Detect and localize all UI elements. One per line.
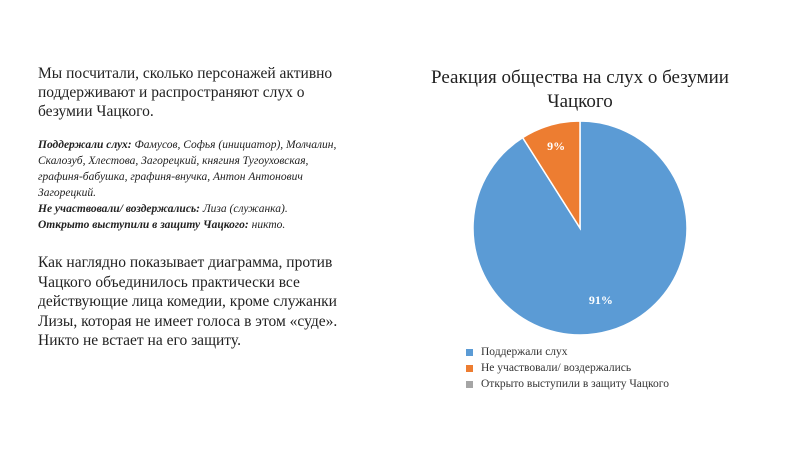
detail-supported-text: Фамусов, Софья (инициатор), Молчалин, Ск…: [38, 139, 337, 199]
pie-chart: Реакция общества на слух о безумии Чацко…: [400, 60, 760, 400]
intro-text: Мы посчитали, сколько персонажей активно…: [38, 65, 333, 120]
pie-chart-svg: 91% 9%: [472, 120, 688, 336]
legend-swatch-defended: [466, 380, 473, 388]
legend-label-supported: Поддержали слух: [481, 346, 568, 358]
legend-swatch-supported: [466, 348, 473, 356]
legend-item-supported: Поддержали слух: [466, 344, 669, 360]
detail-abstained: Не участвовали/ воздержались: Лиза (служ…: [38, 201, 348, 217]
chart-title: Реакция общества на слух о безумии Чацко…: [431, 67, 729, 112]
detail-supported: Поддержали слух: Фамусов, Софья (инициат…: [38, 137, 348, 201]
text-panel: Мы посчитали, сколько персонажей активно…: [38, 64, 348, 366]
chart-legend: Поддержали слух Не участвовали/ воздержал…: [466, 344, 669, 392]
legend-swatch-abstained: [466, 364, 473, 372]
legend-label-defended: Открыто выступили в защиту Чацкого: [481, 378, 669, 390]
detail-defended-text: никто.: [248, 219, 286, 231]
legend-item-abstained: Не участвовали/ воздержались: [466, 360, 669, 376]
legend-label-abstained: Не участвовали/ воздержались: [481, 362, 632, 374]
pie-slice-abstained: [521, 120, 581, 231]
conclusion-text: Как наглядно показывает диаграмма, проти…: [38, 254, 338, 349]
details-block: Поддержали слух: Фамусов, Софья (инициат…: [38, 137, 348, 233]
detail-defended-label: Открыто выступили в защиту Чацкого:: [38, 219, 249, 231]
detail-abstained-label: Не участвовали/ воздержались:: [38, 203, 201, 215]
legend-item-defended: Открыто выступили в защиту Чацкого: [466, 376, 669, 392]
detail-abstained-text: Лиза (служанка).: [200, 203, 288, 215]
data-label-abstained: 9%: [547, 139, 565, 153]
data-label-supported: 91%: [589, 293, 613, 307]
detail-defended: Открыто выступили в защиту Чацкого: никт…: [38, 217, 348, 233]
detail-supported-label: Поддержали слух:: [38, 139, 132, 151]
